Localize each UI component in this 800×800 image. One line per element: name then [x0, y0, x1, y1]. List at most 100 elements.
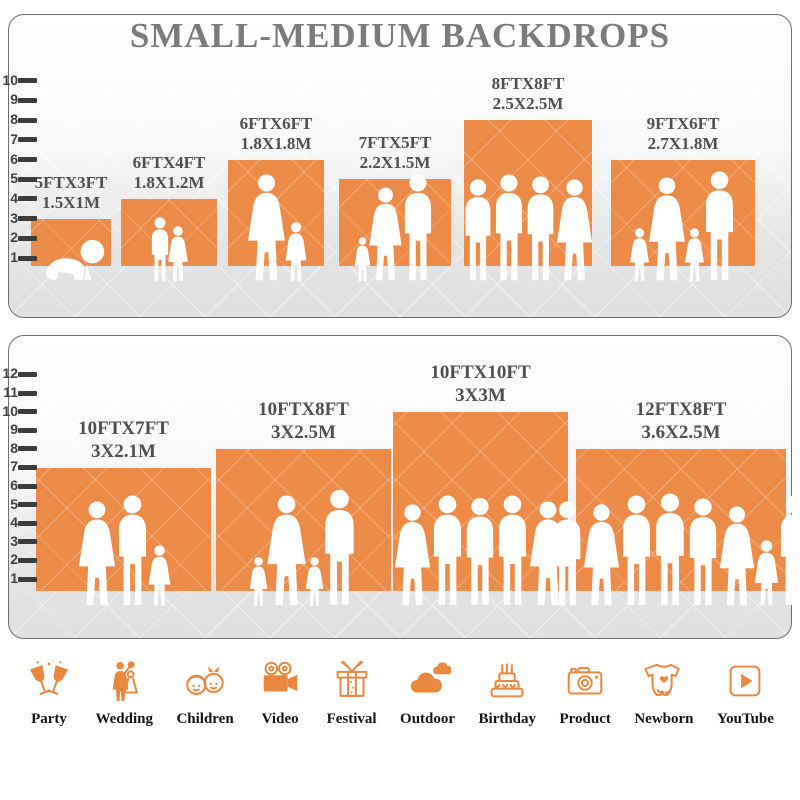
- children-icon: [186, 666, 224, 695]
- ruler-tick: [18, 97, 37, 103]
- backdrop-size-ft: 9FTX6FT: [646, 113, 720, 133]
- video-icon: [263, 661, 298, 692]
- backdrop-size-m: 2.2X1.5M: [359, 153, 431, 173]
- man-silhouette: [780, 495, 800, 606]
- backdrop-size-m: 3X3M: [455, 384, 506, 406]
- category-newborn: Newborn: [634, 658, 694, 728]
- ruler-tick: [18, 427, 37, 433]
- ruler-number: 6: [10, 477, 18, 493]
- ruler-number: 3: [10, 209, 18, 226]
- man-silhouette: [705, 171, 733, 281]
- category-label: Birthday: [478, 711, 537, 727]
- baby-silhouette: [46, 239, 105, 280]
- page-title: SMALL-MEDIUM BACKDROPS: [129, 16, 671, 55]
- people-silhouettes: [599, 171, 767, 282]
- category-label: Product: [559, 711, 611, 727]
- ruler-tick: [18, 409, 37, 415]
- backdrop-rect: [121, 199, 217, 266]
- backdrop-size-ft: 7FTX5FT: [358, 132, 432, 152]
- backdrop-size-label: 5FTX3FT 1.5X1M: [35, 173, 108, 214]
- backdrop-size-ft: 12FTX8FT: [635, 398, 727, 420]
- ruler-tick: [18, 576, 37, 582]
- ruler-number: 2: [10, 229, 18, 246]
- backdrop-size-m: 1.8X1.8M: [240, 134, 312, 154]
- backdrop-size-m: 3X2.5M: [271, 421, 336, 443]
- man-silhouette: [404, 174, 432, 281]
- people-silhouettes: [109, 217, 229, 282]
- people-silhouettes: [216, 174, 336, 282]
- people-silhouettes: [452, 174, 604, 282]
- ruler-number: 8: [10, 111, 18, 128]
- category-label: Video: [261, 711, 299, 727]
- ruler-tick: [18, 502, 37, 508]
- product-icon: [567, 667, 603, 695]
- ruler-number: 4: [10, 189, 18, 206]
- ruler-tick: [18, 539, 37, 545]
- backdrop-size-ft: 8FTX8FT: [491, 73, 565, 93]
- category-label: Festival: [326, 711, 377, 727]
- ruler-tick: [18, 255, 37, 261]
- category-row: Party Wedding Children: [0, 658, 800, 728]
- backdrop-size-label: 7FTX5FT 2.2X1.5M: [359, 133, 432, 174]
- people-silhouettes: [327, 174, 463, 282]
- ruler-tick: [18, 176, 37, 182]
- category-label: YouTube: [716, 711, 774, 727]
- wedding-icon: [112, 661, 139, 702]
- backdrop-size-label: 8FTX8FT 2.5X2.5M: [492, 74, 565, 115]
- backdrop-size-label: 6FTX4FT 1.8X1.2M: [133, 153, 206, 194]
- ruler-number: 3: [10, 532, 18, 549]
- ruler-number: 1: [10, 249, 18, 265]
- ruler-tick: [18, 557, 37, 563]
- newborn-icon: [644, 663, 680, 696]
- people-silhouettes: [24, 495, 223, 607]
- girl-silhouette: [285, 222, 306, 281]
- youtube-icon: [730, 665, 761, 697]
- category-wedding: Wedding: [95, 658, 153, 728]
- large-panel: 1 2 3 4 5 6 7 8 9 10 11 12 10FTX7FT 3X2.1M 10FTX8FT 3X2…: [2, 335, 800, 639]
- category-outdoor: Outdoor: [400, 658, 455, 728]
- ruler-number: 9: [10, 421, 18, 438]
- category-video: Video: [257, 658, 303, 728]
- ruler-number: 6: [10, 150, 18, 167]
- category-children: Children: [176, 658, 234, 728]
- backdrop-size-ft: 6FTX6FT: [239, 113, 313, 133]
- ruler-number: 10: [2, 71, 18, 88]
- ruler-tick: [18, 216, 37, 222]
- category-label: Newborn: [634, 711, 694, 727]
- ruler-tick: [18, 371, 37, 377]
- people-silhouettes: [204, 489, 403, 607]
- man-silhouette: [324, 489, 354, 605]
- ruler-tick: [18, 235, 37, 241]
- backdrop-size-ft: 10FTX10FT: [430, 361, 531, 383]
- category-label: Party: [31, 711, 67, 727]
- backdrop-size-ft: 10FTX7FT: [78, 417, 169, 439]
- category-product: Product: [559, 658, 611, 728]
- backdrop-size-ft: 10FTX8FT: [258, 398, 349, 420]
- ruler-number: 10: [2, 402, 18, 419]
- backdrop-size-label: 10FTX8FT 3X2.5M: [258, 398, 349, 444]
- category-label: Outdoor: [400, 711, 456, 727]
- ruler-tick: [18, 196, 37, 202]
- ruler-number: 5: [10, 495, 18, 512]
- backdrop-rect: [216, 449, 391, 591]
- backdrop-size-label: 10FTX7FT 3X2.1M: [78, 417, 169, 463]
- backdrop-size-ft: 5FTX3FT: [34, 172, 108, 192]
- backdrop-size-m: 2.7X1.8M: [647, 134, 719, 154]
- category-party: Party: [26, 658, 72, 728]
- ruler-tick: [18, 390, 37, 396]
- category-label: Children: [176, 711, 234, 727]
- category-youtube: YouTube: [717, 658, 774, 728]
- backdrop-size-m: 3.6X2.5M: [641, 421, 721, 443]
- backdrop-size-m: 2.5X2.5M: [492, 94, 564, 114]
- backdrop-size-m: 1.5X1M: [41, 193, 101, 213]
- backdrop-size-label: 10FTX10FT 3X3M: [430, 361, 530, 407]
- outdoor-icon: [410, 662, 451, 693]
- ruler-number: 5: [10, 170, 18, 187]
- ruler-tick: [18, 157, 37, 162]
- ruler-number: 7: [10, 130, 18, 147]
- ruler-number: 8: [10, 439, 18, 456]
- small-medium-panel: 1 2 3 4 5 6 7 8 9 10 5FTX3FT 1.5X1M 6FTX4FT 1.8X1.2M 6…: [2, 14, 792, 318]
- backdrop-size-label: 6FTX6FT 1.8X1.8M: [240, 114, 313, 155]
- backdrop-size-label: 12FTX8FT 3.6X2.5M: [636, 398, 727, 444]
- birthday-icon: [490, 663, 524, 698]
